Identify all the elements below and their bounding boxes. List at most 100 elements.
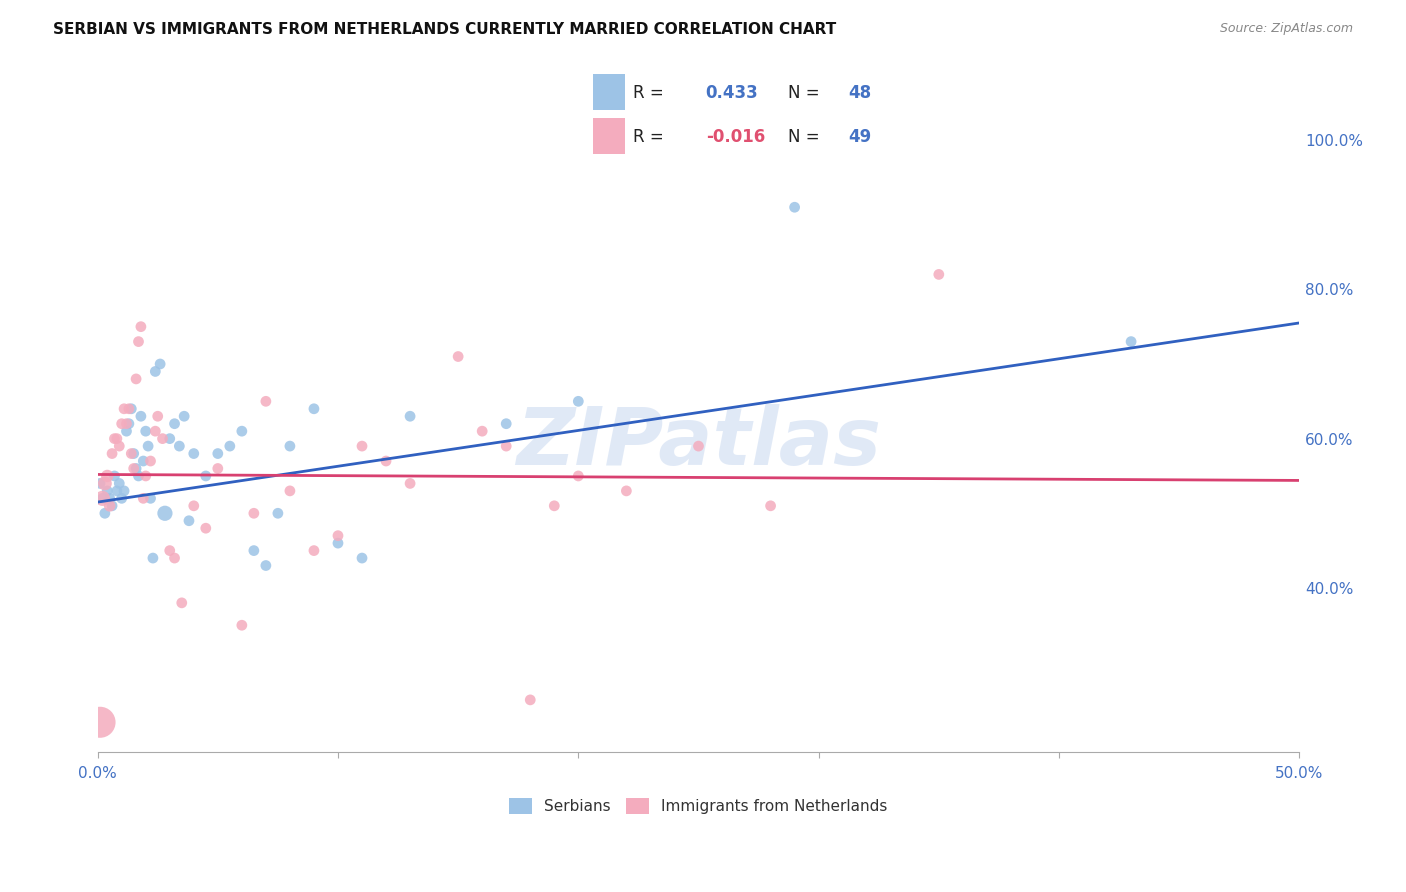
Point xyxy=(120,446,142,460)
Point xyxy=(132,454,155,468)
Point xyxy=(89,476,111,491)
Point xyxy=(278,439,301,453)
Point xyxy=(326,529,349,543)
Point xyxy=(120,401,142,416)
Text: N =: N = xyxy=(789,84,825,102)
Legend: Serbians, Immigrants from Netherlands: Serbians, Immigrants from Netherlands xyxy=(503,792,894,820)
Point xyxy=(118,417,141,431)
Point xyxy=(759,499,782,513)
Point xyxy=(146,409,169,424)
Point xyxy=(143,364,166,378)
Point xyxy=(616,483,638,498)
Point xyxy=(122,446,145,460)
Point xyxy=(149,357,172,371)
Point xyxy=(128,469,150,483)
Point xyxy=(94,476,117,491)
FancyBboxPatch shape xyxy=(593,74,624,110)
Text: N =: N = xyxy=(789,128,825,146)
Point xyxy=(105,483,128,498)
Point xyxy=(231,424,253,438)
Text: SERBIAN VS IMMIGRANTS FROM NETHERLANDS CURRENTLY MARRIED CORRELATION CHART: SERBIAN VS IMMIGRANTS FROM NETHERLANDS C… xyxy=(53,22,837,37)
Point xyxy=(96,469,118,483)
Point xyxy=(231,618,253,632)
Point xyxy=(163,417,186,431)
Point xyxy=(101,446,124,460)
Point xyxy=(567,394,589,409)
Point xyxy=(143,424,166,438)
Point xyxy=(153,506,176,520)
Point xyxy=(125,372,148,386)
Text: 48: 48 xyxy=(848,84,870,102)
Point xyxy=(112,483,135,498)
Point xyxy=(98,491,121,506)
Point xyxy=(243,506,266,520)
Point xyxy=(326,536,349,550)
Point xyxy=(267,506,290,520)
Point xyxy=(254,394,277,409)
Point xyxy=(129,409,152,424)
Point xyxy=(128,334,150,349)
Point xyxy=(101,499,124,513)
Point xyxy=(142,551,165,566)
Point xyxy=(139,491,162,506)
Point xyxy=(91,491,114,506)
Point xyxy=(139,454,162,468)
Point xyxy=(399,476,422,491)
Point xyxy=(207,446,229,460)
Point xyxy=(135,424,157,438)
Point xyxy=(98,499,121,513)
Point xyxy=(103,432,125,446)
Point xyxy=(115,417,138,431)
Point xyxy=(91,491,114,506)
Point xyxy=(254,558,277,573)
Point xyxy=(207,461,229,475)
Point xyxy=(159,543,181,558)
Text: -0.016: -0.016 xyxy=(706,128,765,146)
Point xyxy=(169,439,191,453)
Point xyxy=(173,409,195,424)
Point xyxy=(159,432,181,446)
FancyBboxPatch shape xyxy=(593,119,624,154)
Point xyxy=(152,432,174,446)
Point xyxy=(543,499,565,513)
Point xyxy=(495,417,517,431)
Text: Source: ZipAtlas.com: Source: ZipAtlas.com xyxy=(1219,22,1353,36)
Point xyxy=(399,409,422,424)
Text: 0.433: 0.433 xyxy=(706,84,758,102)
Text: 49: 49 xyxy=(848,128,872,146)
Point xyxy=(118,401,141,416)
Point xyxy=(135,469,157,483)
Point xyxy=(89,715,111,730)
Point xyxy=(567,469,589,483)
Point xyxy=(783,200,806,214)
Text: R =: R = xyxy=(633,128,669,146)
Point xyxy=(302,401,325,416)
Point xyxy=(218,439,240,453)
Point xyxy=(163,551,186,566)
Point xyxy=(177,514,200,528)
Point xyxy=(447,350,470,364)
Point xyxy=(183,499,205,513)
Point xyxy=(111,417,134,431)
Point xyxy=(350,439,373,453)
Point xyxy=(278,483,301,498)
Point xyxy=(136,439,159,453)
Text: ZIPatlas: ZIPatlas xyxy=(516,404,882,483)
Point xyxy=(132,491,155,506)
Text: R =: R = xyxy=(633,84,669,102)
Point xyxy=(115,424,138,438)
Point xyxy=(129,319,152,334)
Point xyxy=(519,693,541,707)
Point xyxy=(125,461,148,475)
Point xyxy=(112,401,135,416)
Point xyxy=(96,483,118,498)
Point xyxy=(928,268,950,282)
Point xyxy=(350,551,373,566)
Point xyxy=(302,543,325,558)
Point xyxy=(194,469,217,483)
Point xyxy=(495,439,517,453)
Point xyxy=(105,432,128,446)
Point xyxy=(111,491,134,506)
Point xyxy=(103,469,125,483)
Point xyxy=(1119,334,1142,349)
